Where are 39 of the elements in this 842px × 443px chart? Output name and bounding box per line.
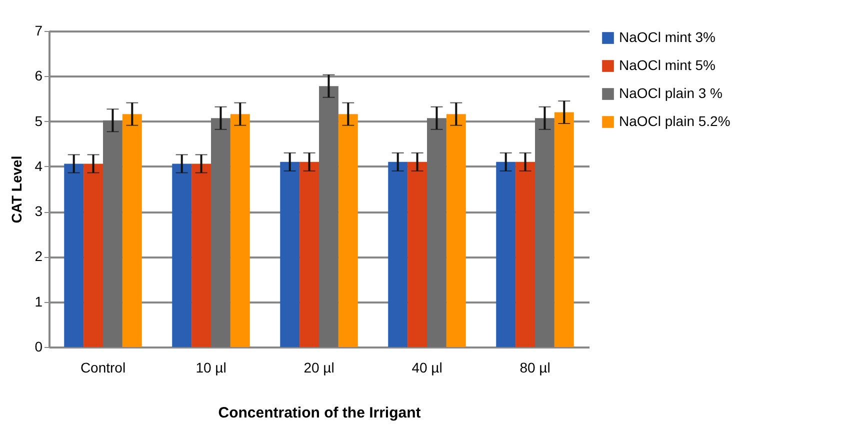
bar xyxy=(84,164,103,347)
bar xyxy=(319,86,338,347)
y-tick-label: 2 xyxy=(34,248,43,264)
bar xyxy=(172,164,192,347)
x-tick-label: 80 µl xyxy=(520,360,550,376)
bar xyxy=(103,120,122,347)
legend-label: NaOCl plain 5.2% xyxy=(619,113,730,129)
bar xyxy=(496,162,516,347)
y-tick-label: 4 xyxy=(34,158,43,174)
legend-label: NaOCl mint 3% xyxy=(619,29,716,45)
bar xyxy=(64,164,84,347)
bar xyxy=(388,162,408,347)
bar xyxy=(554,112,574,347)
x-tick-label: 20 µl xyxy=(304,360,334,376)
y-tick-label: 5 xyxy=(34,112,43,129)
y-tick-label: 6 xyxy=(34,68,43,84)
y-axis-title: CAT Level xyxy=(8,156,25,224)
bar xyxy=(516,162,535,347)
legend-label: NaOCl mint 5% xyxy=(619,57,716,73)
bar xyxy=(408,162,427,347)
bar xyxy=(338,114,358,347)
x-tick-label: Control xyxy=(80,360,126,376)
bar xyxy=(446,114,466,347)
y-tick-label: 1 xyxy=(34,293,43,310)
bar xyxy=(280,162,300,347)
x-axis-title: Concentration of the Irrigant xyxy=(218,404,421,422)
bar xyxy=(300,162,319,347)
bar xyxy=(211,118,230,347)
bar xyxy=(535,118,554,347)
bar xyxy=(192,164,211,347)
y-tick-label: 3 xyxy=(34,203,43,220)
bar xyxy=(427,118,446,347)
bar xyxy=(230,114,250,347)
legend-label: NaOCl plain 3 % xyxy=(619,85,722,101)
y-tick-label: 7 xyxy=(34,22,43,38)
x-tick-label: 40 µl xyxy=(412,360,442,376)
y-tick-label: 0 xyxy=(34,338,43,354)
x-tick-label: 10 µl xyxy=(196,360,226,376)
bar xyxy=(122,114,142,347)
